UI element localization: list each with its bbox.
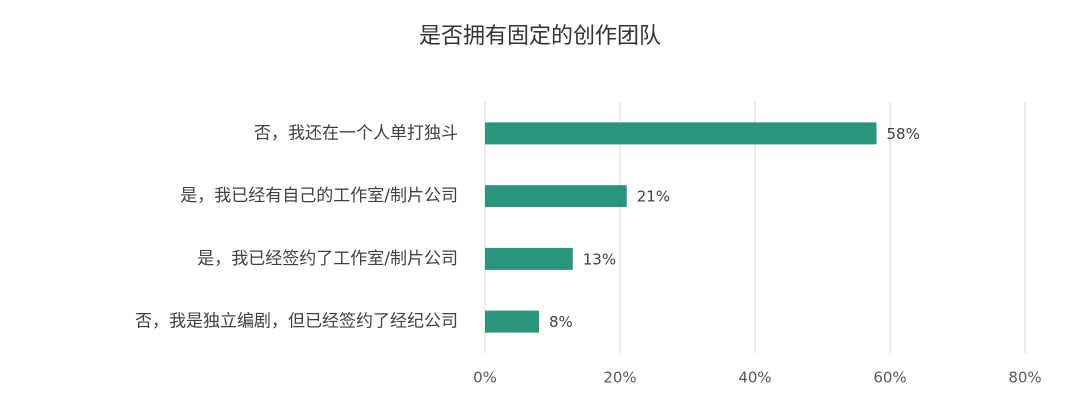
value-label: 13% xyxy=(583,250,616,268)
bar xyxy=(485,185,627,208)
bar xyxy=(485,310,539,333)
x-tick-label: 60% xyxy=(873,369,906,387)
y-tick-label: 是，我已经签约了工作室/制片公司 xyxy=(197,249,458,269)
x-tick-label: 0% xyxy=(473,369,497,387)
x-tick-label: 20% xyxy=(603,369,636,387)
y-tick-label: 否，我还在一个人单打独斗 xyxy=(254,123,458,143)
value-label: 58% xyxy=(887,125,920,143)
value-label: 21% xyxy=(637,188,670,206)
bar xyxy=(485,122,877,145)
value-label: 8% xyxy=(549,313,573,331)
y-tick-label: 是，我已经有自己的工作室/制片公司 xyxy=(180,186,458,206)
chart-title: 是否拥有固定的创作团队 xyxy=(419,24,661,49)
x-tick-label: 40% xyxy=(738,369,771,387)
bar xyxy=(485,247,573,270)
y-tick-label: 否，我是独立编剧，但已经签约了经纪公司 xyxy=(135,312,458,332)
x-tick-label: 80% xyxy=(1008,369,1041,387)
